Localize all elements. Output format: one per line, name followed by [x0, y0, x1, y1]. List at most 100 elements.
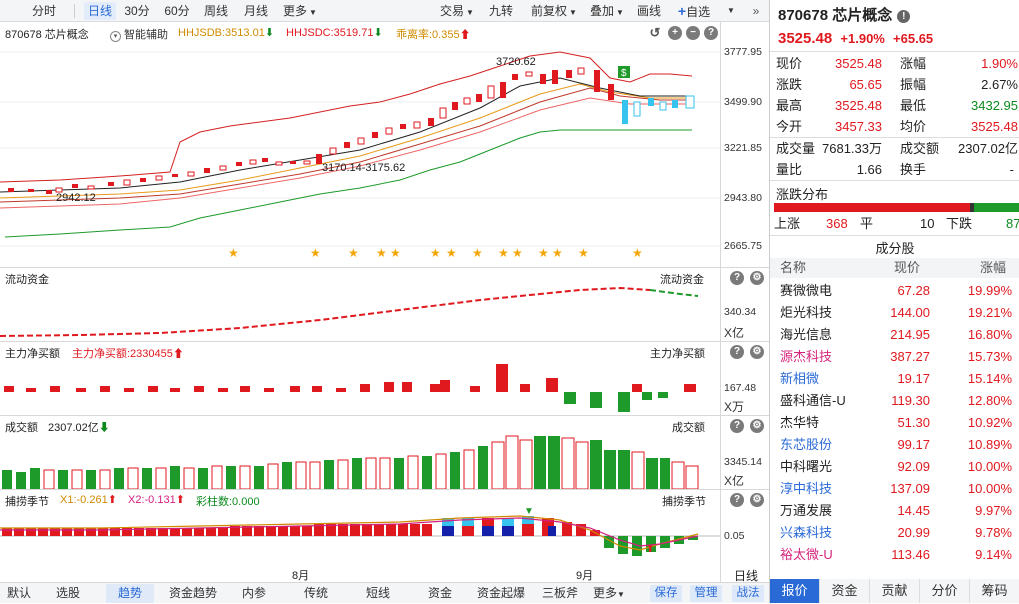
stock-name: 炬光科技 [780, 305, 833, 320]
refresh-icon[interactable]: ↺ [648, 25, 662, 40]
quote-label: 成交量 [776, 141, 816, 156]
quote-value: - [1009, 162, 1014, 177]
tab-contribution[interactable]: 贡献 [870, 579, 920, 603]
quote-row: 最高 3525.48 最低 3432.95 [770, 95, 1019, 116]
period-tab-weekly[interactable]: 周线 [203, 4, 228, 18]
adjust-button[interactable]: 前复权 ▼ [526, 2, 582, 20]
stock-pct: 10.92% [967, 415, 1012, 430]
indicator-tab-short[interactable]: 短线 [365, 586, 390, 600]
settings-icon[interactable]: ⚙ [750, 493, 764, 507]
header-price: 现价 [894, 260, 921, 275]
indicator-tab-trend[interactable]: 趋势 [106, 584, 154, 603]
settings-icon[interactable]: ⚙ [750, 271, 764, 285]
stock-row[interactable]: 源杰科技 387.27 15.73% [770, 346, 1019, 368]
quote-label: 涨幅 [900, 56, 927, 71]
net-buy-chart [4, 364, 696, 412]
stock-price: 144.00 [890, 305, 930, 320]
stock-name: 东芯股份 [780, 437, 833, 452]
yaxis-tick: 3221.85 [724, 142, 762, 154]
strategy-button[interactable]: 战法 [732, 585, 764, 602]
zoom-out-icon[interactable]: − [686, 26, 700, 40]
indicator-tab-insider[interactable]: 内参 [241, 586, 266, 600]
stock-row[interactable]: 炬光科技 144.00 19.21% [770, 302, 1019, 324]
stock-row[interactable]: 新相微 19.17 15.14% [770, 368, 1019, 390]
tab-funds[interactable]: 资金 [820, 579, 870, 603]
help-icon[interactable]: ? [730, 345, 744, 359]
more-label: 更多 [283, 4, 308, 18]
add-watchlist-button[interactable]: +自选 [668, 2, 720, 20]
stock-row[interactable]: 杰华特 51.30 10.92% [770, 412, 1019, 434]
svg-text:★: ★ [552, 246, 563, 260]
draw-button[interactable]: 画线 [636, 4, 661, 18]
save-button[interactable]: 保存 [650, 585, 682, 602]
indicator-tab-more[interactable]: 更多▼ [588, 584, 630, 603]
arrow-up-icon: ⬆ [107, 494, 117, 506]
period-tab-more[interactable]: 更多 ▼ [280, 2, 320, 20]
trade-button[interactable]: 交易 ▼ [436, 2, 478, 20]
indicator-tab-default[interactable]: 默认 [6, 586, 31, 600]
stock-price: 92.09 [897, 459, 930, 474]
stock-row[interactable]: 淳中科技 137.09 10.00% [770, 478, 1019, 500]
stock-pct: 19.99% [967, 283, 1012, 298]
period-tab-60min[interactable]: 60分 [164, 4, 190, 18]
indicator-tab-fund-burst[interactable]: 资金起爆 [476, 586, 525, 600]
svg-text:▼: ▼ [524, 506, 534, 517]
net-buy-panel[interactable]: 主力净买额 主力净买额:2330455⬆ 主力净买额 ? ⚙ [0, 342, 764, 415]
jiuzhuan-button[interactable]: 九转 [488, 4, 513, 18]
period-tab-monthly[interactable]: 月线 [243, 4, 268, 18]
stock-row[interactable]: 中科曙光 92.09 10.00% [770, 456, 1019, 478]
settings-icon[interactable]: ⚙ [750, 345, 764, 359]
quote-label: 均价 [900, 119, 927, 134]
manage-button[interactable]: 管理 [690, 585, 722, 602]
stock-row[interactable]: 东芯股份 99.17 10.89% [770, 434, 1019, 456]
stock-row[interactable]: 万通发展 14.45 9.97% [770, 500, 1019, 522]
indicator-tab-fund-trend[interactable]: 资金趋势 [168, 586, 217, 600]
stock-price: 67.28 [897, 283, 930, 298]
svg-text:⬆: ⬆ [646, 544, 654, 555]
stock-price: 14.45 [897, 503, 930, 518]
help-icon[interactable]: ? [730, 493, 744, 507]
season-panel[interactable]: 捕捞季节 X1:-0.261⬆ X2:-0.131⬆ 彩柱数:0.000 捕捞季… [0, 490, 764, 565]
watchlist-dropdown-button[interactable]: ▼ [724, 2, 738, 20]
down-count: 87 [1006, 216, 1019, 231]
flow-funds-panel[interactable]: 流动资金 流动资金 ? ⚙ [0, 268, 764, 341]
help-icon[interactable]: ? [730, 271, 744, 285]
x2-value: X2:-0.131⬆ [128, 493, 185, 506]
quote-row: 今开 3457.33 均价 3525.48 [770, 116, 1019, 137]
stock-row[interactable]: 赛微微电 67.28 19.99% [770, 280, 1019, 302]
stock-pct: 15.14% [967, 371, 1012, 386]
net-buy-value-text: 主力净买额:2330455 [72, 348, 173, 360]
axis-divider [720, 22, 721, 582]
smart-assist-toggle[interactable]: ▾ 智能辅助 [110, 26, 168, 42]
tab-price-dist[interactable]: 分价 [920, 579, 970, 603]
turnover-panel[interactable]: 成交额 2307.02亿⬇ 成交额 ? ⚙ [0, 416, 764, 489]
stock-row[interactable]: 海光信息 214.95 16.80% [770, 324, 1019, 346]
stock-row[interactable]: 裕太微-U 113.46 9.14% [770, 544, 1019, 566]
period-tab-daily[interactable]: 日线 [84, 2, 116, 20]
header-pct: 涨幅 [979, 260, 1006, 275]
stock-row[interactable]: 兴森科技 20.99 9.78% [770, 522, 1019, 544]
stock-row[interactable]: 盛科通信-U 119.30 12.80% [770, 390, 1019, 412]
tab-chips[interactable]: 筹码 [970, 579, 1019, 603]
hhjsdc-value: HHJSDC:3519.71⬇ [286, 26, 383, 39]
overlay-label: 叠加 [590, 4, 615, 18]
stock-name: 杰华特 [780, 415, 820, 430]
period-tab-30min[interactable]: 30分 [124, 4, 150, 18]
indicator-tab-funds[interactable]: 资金 [427, 586, 452, 600]
turnover-value: 2307.02亿⬇ [48, 419, 110, 435]
collapse-panel-button[interactable]: » [746, 2, 766, 20]
help-icon[interactable]: ? [730, 419, 744, 433]
tab-quote[interactable]: 报价 [770, 579, 820, 603]
overlay-button[interactable]: 叠加 ▼ [586, 2, 628, 20]
indicator-tab-traditional[interactable]: 传统 [303, 586, 328, 600]
period-tab-fenshi[interactable]: 分时 [31, 4, 56, 18]
help-icon[interactable]: ? [704, 26, 718, 40]
indicator-tab-select[interactable]: 选股 [55, 586, 80, 600]
indicator-tab-three-axes[interactable]: 三板斧 [541, 586, 578, 600]
settings-icon[interactable]: ⚙ [750, 419, 764, 433]
info-icon[interactable]: ! [897, 10, 911, 23]
stock-pct: 9.97% [975, 503, 1012, 518]
kline-panel[interactable]: 870678 芯片概念 ▾ 智能辅助 HHJSDB:3513.01⬇ HHJSDC… [0, 22, 720, 267]
zoom-in-icon[interactable]: + [668, 26, 682, 40]
svg-text:★: ★ [538, 246, 549, 260]
